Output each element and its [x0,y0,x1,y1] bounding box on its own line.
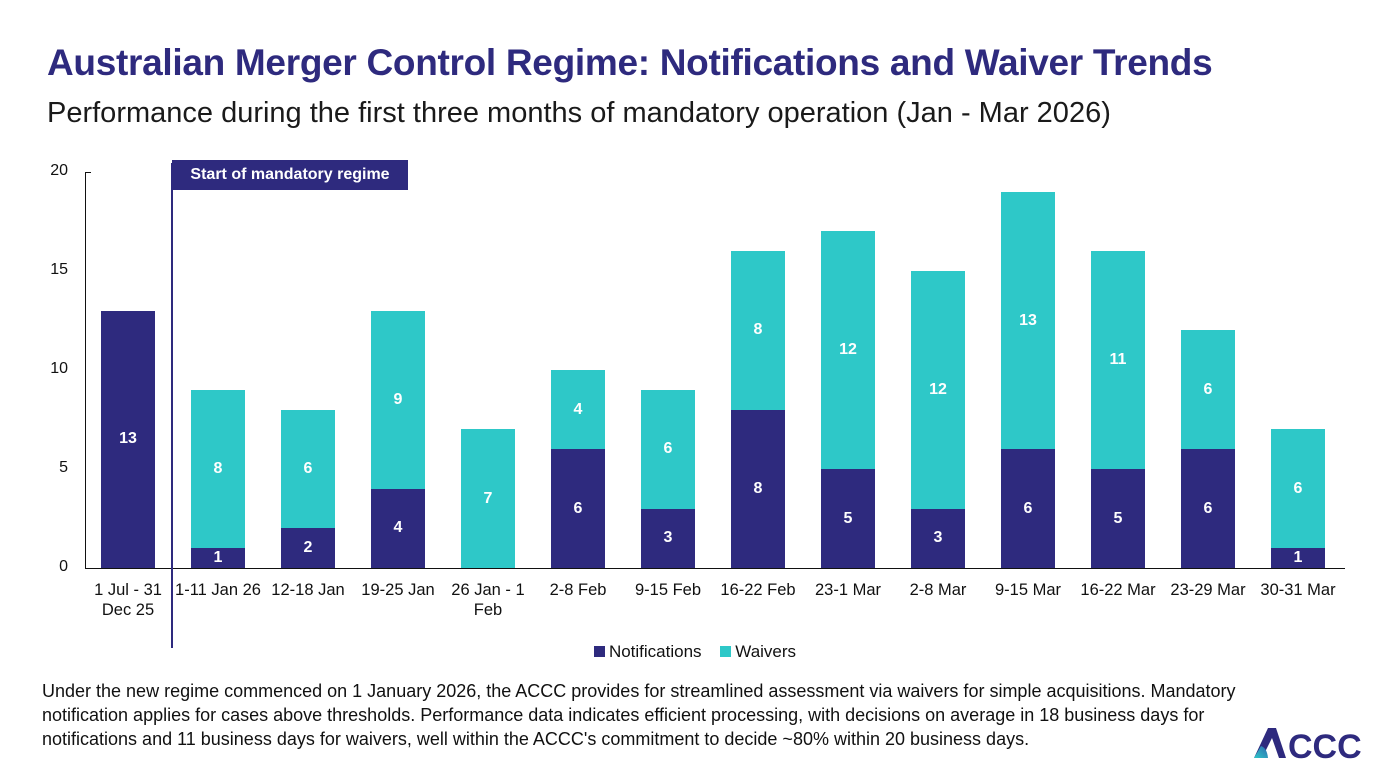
bar-notifications [1271,548,1325,568]
bar-waivers [1181,330,1235,450]
y-tick-label: 0 [59,558,68,575]
bar-notifications [731,409,785,568]
bar-notifications [371,488,425,568]
value-label-notifications: 13 [119,430,137,448]
y-axis-top-tick [85,172,91,173]
value-label-notifications: 1 [1293,549,1303,567]
value-label-notifications: 6 [1203,499,1213,517]
legend-label-notifications: Notifications [608,641,702,661]
value-label-waivers: 6 [1293,479,1303,497]
x-tick-label: 12-18 Jan [271,581,345,599]
accc-logo: CCC [1254,728,1362,762]
value-label-waivers: 6 [1203,380,1213,398]
value-label-notifications: 6 [1023,499,1033,517]
bar-waivers [461,429,515,568]
value-label-notifications: 6 [573,499,583,517]
value-label-waivers: 6 [303,460,313,477]
bar-waivers [1001,191,1055,450]
x-tick-label: 23-29 Mar [1170,581,1246,599]
x-tick-label: 16-22 Feb [720,581,796,599]
bar-notifications [101,310,155,568]
y-axis-line [85,172,86,569]
y-tick-label: 5 [59,459,68,476]
x-tick-label: 26 Jan - 1 Feb [451,581,525,619]
legend-label-waivers: Waivers [735,641,797,661]
value-label-waivers: 11 [1109,351,1127,369]
x-tick-label: 9-15 Mar [994,581,1062,599]
bar-notifications [1181,449,1235,568]
y-tick-label: 20 [50,162,68,179]
value-label-waivers: 8 [213,460,223,477]
bar-waivers [1091,251,1145,469]
x-tick-label: 19-25 Jan [361,581,435,599]
y-tick-label: 15 [50,261,68,278]
x-tick-label: 16-22 Mar [1080,581,1156,599]
bar-notifications [1001,449,1055,568]
bar-notifications [641,508,695,568]
value-label-notifications: 3 [663,529,673,547]
chart-title: Australian Merger Control Regime: Notifi… [47,42,1213,83]
legend-swatch-waivers [720,646,732,658]
x-tick-label: 9-15 Feb [634,581,702,599]
bar-notifications [1091,469,1145,568]
value-label-waivers: 7 [483,489,493,507]
value-label-notifications: 5 [843,509,853,527]
value-label-notifications: 4 [393,519,403,537]
value-label-notifications: 2 [303,539,313,557]
value-label-waivers: 4 [573,400,583,418]
bar-notifications [551,449,605,568]
x-tick-label: 23-1 Mar [814,581,882,599]
legend: Notifications Waivers [0,641,1376,662]
x-tick-label: 2-8 Mar [909,581,967,599]
value-label-notifications: 5 [1113,509,1123,527]
bar-waivers [371,310,425,489]
footnote: Under the new regime commenced on 1 Janu… [42,681,1236,749]
value-label-notifications: 8 [753,479,763,497]
chart-subtitle: Performance during the first three month… [47,97,1111,129]
value-label-waivers: 13 [1019,311,1037,329]
svg-text:CCC: CCC [1288,728,1362,762]
bar-waivers [911,271,965,509]
bar-notifications [281,528,335,568]
bar-waivers [281,409,335,529]
x-tick-label: 1-11 Jan 26 [175,581,261,599]
regime-start-annotation: Start of mandatory regime [172,160,408,190]
value-label-waivers: 9 [393,390,403,408]
legend-swatch-notifications [593,646,605,658]
regime-start-line [171,163,173,648]
x-tick-label: 2-8 Feb [549,581,607,599]
x-tick-label: 30-31 Mar [1260,581,1336,599]
bar-waivers [1271,429,1325,549]
bar-waivers [641,389,695,509]
value-label-waivers: 12 [929,380,947,398]
value-label-notifications: 3 [933,529,943,547]
x-tick-label: 1 Jul - 31 Dec 25 [94,581,162,619]
bar-waivers [191,389,245,549]
bar-waivers [731,251,785,410]
bar-notifications [191,548,245,568]
y-tick-label: 10 [50,360,68,377]
bar-notifications [821,469,875,568]
x-axis-line [85,568,1345,569]
bar-waivers [821,231,875,469]
bar-waivers [551,370,605,450]
bar-notifications [911,508,965,568]
value-label-waivers: 12 [839,341,857,359]
value-label-waivers: 8 [753,321,763,339]
value-label-notifications: 1 [213,549,223,567]
value-label-waivers: 6 [663,440,673,458]
